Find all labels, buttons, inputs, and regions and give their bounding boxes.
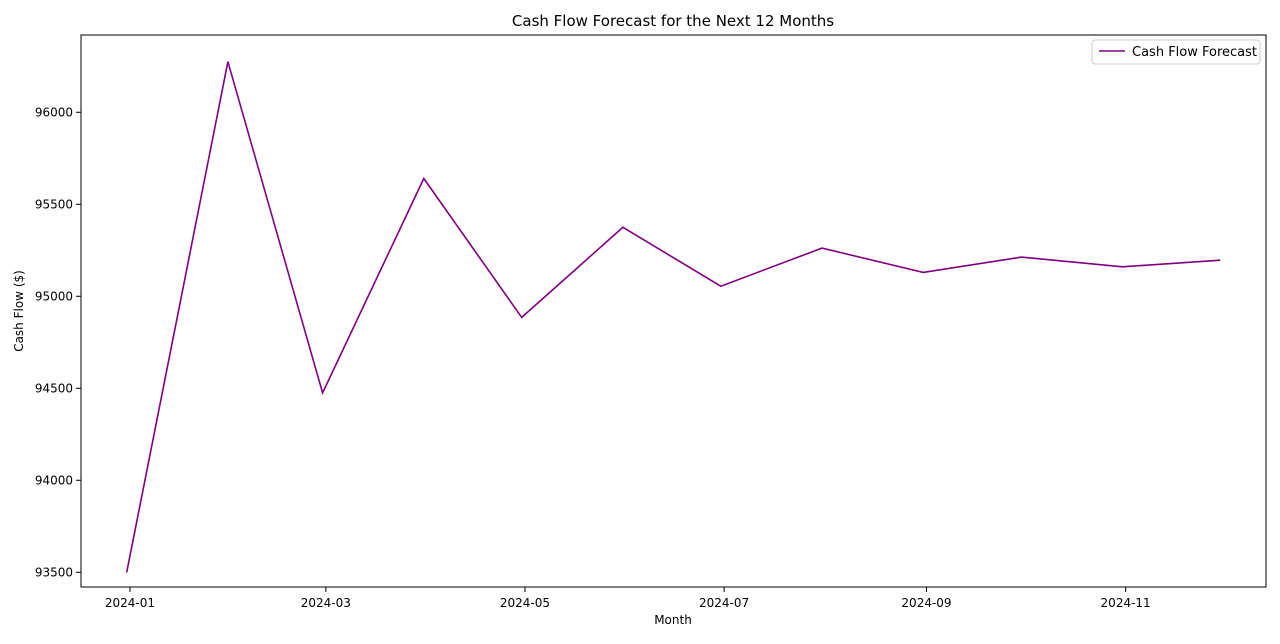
x-tick-label: 2024-01: [105, 596, 155, 610]
plot-area: [80, 34, 1267, 588]
legend-box: [1091, 39, 1261, 65]
x-axis-label: Month: [654, 613, 692, 627]
chart-title: Cash Flow Forecast for the Next 12 Month…: [512, 12, 834, 30]
x-tick-label: 2024-11: [1101, 596, 1151, 610]
y-tick-label: 95500: [35, 197, 73, 211]
series-line: [125, 61, 1221, 573]
y-tick-label: 94500: [35, 381, 73, 395]
y-tick-label: 96000: [35, 105, 73, 119]
series-layer: [125, 61, 1221, 573]
y-axis-ticks: 93500 94000 94500 95000 95500 96000: [35, 105, 81, 579]
x-tick-label: 2024-07: [699, 596, 749, 610]
x-axis-ticks: 2024-01 2024-03 2024-05 2024-07 2024-09 2024-…: [105, 587, 1151, 610]
x-tick-label: 2024-09: [901, 596, 951, 610]
y-tick-label: 93500: [35, 565, 73, 579]
legend: Cash Flow Forecast: [1091, 39, 1261, 65]
legend-label: Cash Flow Forecast: [1132, 45, 1257, 60]
y-tick-label: 95000: [35, 289, 73, 303]
y-axis-label: Cash Flow ($): [12, 270, 26, 352]
y-tick-label: 94000: [35, 473, 73, 487]
x-tick-label: 2024-03: [301, 596, 351, 610]
x-tick-label: 2024-05: [500, 596, 550, 610]
